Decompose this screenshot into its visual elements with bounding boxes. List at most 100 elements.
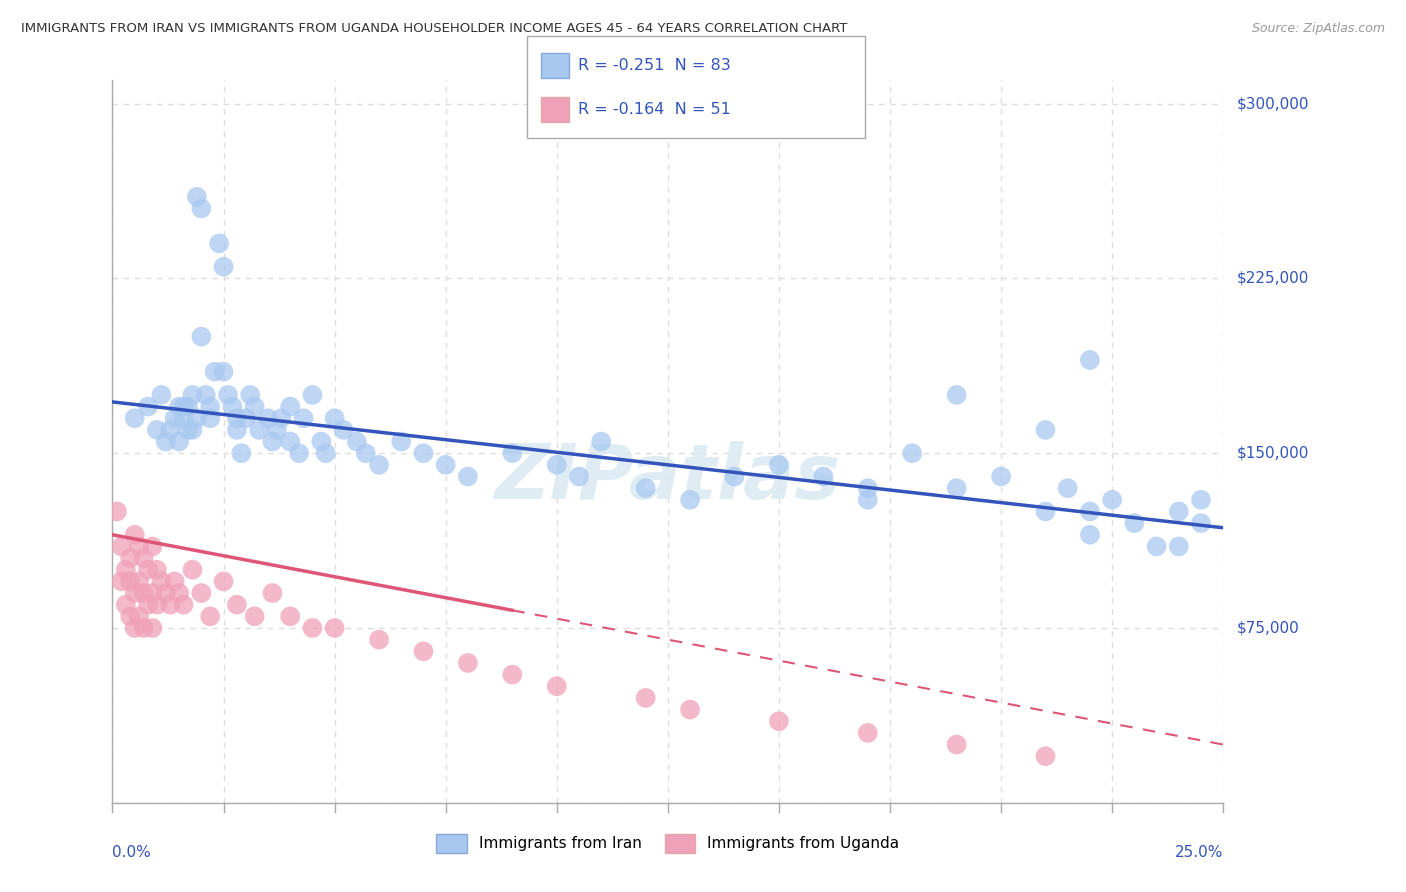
Point	[124, 621, 146, 635]
Point	[221, 400, 243, 414]
Point	[262, 434, 284, 449]
Point	[163, 574, 186, 589]
Point	[323, 621, 346, 635]
Point	[159, 423, 181, 437]
Point	[1035, 749, 1057, 764]
Point	[1189, 492, 1212, 507]
Point	[301, 621, 323, 635]
Point	[136, 400, 159, 414]
Point	[546, 458, 568, 472]
Point	[1101, 492, 1123, 507]
Point	[141, 586, 163, 600]
Point	[1056, 481, 1078, 495]
Point	[120, 574, 142, 589]
Point	[945, 388, 967, 402]
Point	[546, 679, 568, 693]
Point	[146, 598, 169, 612]
Point	[217, 388, 239, 402]
Point	[239, 388, 262, 402]
Point	[128, 574, 150, 589]
Point	[190, 329, 212, 343]
Point	[120, 551, 142, 566]
Point	[114, 598, 136, 612]
Point	[634, 481, 657, 495]
Point	[768, 458, 790, 472]
Point	[181, 563, 204, 577]
Point	[591, 434, 613, 449]
Point	[186, 411, 208, 425]
Point	[278, 434, 301, 449]
Point	[177, 423, 200, 437]
Point	[150, 388, 173, 402]
Point	[141, 621, 163, 635]
Text: ZIPatlas: ZIPatlas	[495, 441, 841, 515]
Text: 0.0%: 0.0%	[112, 845, 152, 860]
Point	[568, 469, 591, 483]
Point	[181, 388, 204, 402]
Point	[311, 434, 333, 449]
Text: R = -0.164  N = 51: R = -0.164 N = 51	[578, 103, 731, 117]
Point	[132, 551, 155, 566]
Point	[813, 469, 835, 483]
Point	[856, 481, 879, 495]
Point	[768, 714, 790, 729]
Point	[155, 586, 177, 600]
Point	[124, 411, 146, 425]
Point	[132, 621, 155, 635]
Point	[128, 609, 150, 624]
Point	[1078, 504, 1101, 518]
Point	[225, 411, 247, 425]
Text: $300,000: $300,000	[1236, 96, 1309, 112]
Point	[368, 632, 391, 647]
Point	[856, 492, 879, 507]
Point	[243, 609, 266, 624]
Point	[141, 540, 163, 554]
Point	[346, 434, 368, 449]
Point	[278, 400, 301, 414]
Point	[146, 563, 169, 577]
Point	[231, 446, 253, 460]
Point	[257, 411, 280, 425]
Text: Source: ZipAtlas.com: Source: ZipAtlas.com	[1251, 22, 1385, 36]
Point	[194, 388, 217, 402]
Point	[288, 446, 311, 460]
Point	[354, 446, 377, 460]
Point	[177, 400, 200, 414]
Point	[457, 656, 479, 670]
Point	[1146, 540, 1168, 554]
Point	[278, 609, 301, 624]
Point	[190, 202, 212, 216]
Point	[212, 260, 235, 274]
Point	[173, 400, 195, 414]
Point	[634, 690, 657, 705]
Point	[173, 598, 195, 612]
Point	[105, 504, 128, 518]
Point	[412, 446, 434, 460]
Point	[301, 388, 323, 402]
Point	[159, 598, 181, 612]
Point	[1035, 423, 1057, 437]
Point	[200, 609, 222, 624]
Point	[120, 609, 142, 624]
Point	[292, 411, 315, 425]
Point	[132, 586, 155, 600]
Point	[323, 411, 346, 425]
Point	[204, 365, 226, 379]
Point	[167, 434, 190, 449]
Point	[212, 365, 235, 379]
Point	[225, 598, 247, 612]
Legend: Immigrants from Iran, Immigrants from Uganda: Immigrants from Iran, Immigrants from Ug…	[429, 826, 907, 860]
Point	[167, 586, 190, 600]
Point	[990, 469, 1012, 483]
Point	[247, 423, 270, 437]
Point	[389, 434, 412, 449]
Text: $225,000: $225,000	[1236, 271, 1309, 286]
Point	[243, 400, 266, 414]
Point	[945, 738, 967, 752]
Point	[1167, 504, 1189, 518]
Point	[270, 411, 292, 425]
Point	[167, 400, 190, 414]
Text: $75,000: $75,000	[1236, 621, 1299, 635]
Point	[368, 458, 391, 472]
Text: 25.0%: 25.0%	[1175, 845, 1223, 860]
